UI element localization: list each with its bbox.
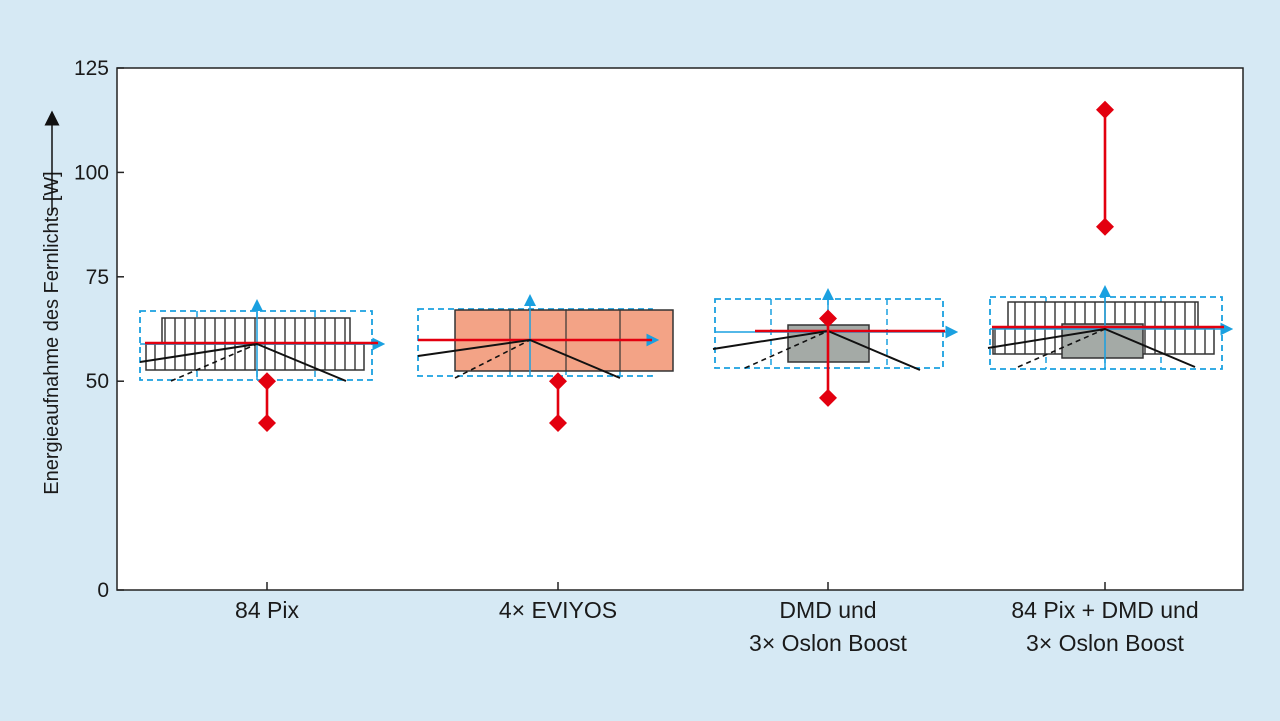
cutoff-dashed bbox=[170, 343, 258, 382]
cutoff-dashed bbox=[744, 330, 829, 369]
cutoff-dashed bbox=[1017, 328, 1106, 368]
y-tick-label: 125 bbox=[74, 57, 109, 80]
y-axis-title: Energieaufnahme des Fernlichts [W] bbox=[41, 171, 63, 495]
y-tick-label: 100 bbox=[74, 161, 109, 184]
data-point bbox=[1096, 217, 1114, 236]
x-tick-label: DMD und bbox=[779, 597, 876, 623]
pixel-array-top bbox=[161, 317, 351, 345]
data-point bbox=[819, 309, 837, 328]
dashed-grid-box bbox=[139, 310, 373, 381]
x-tick-label: 4× EVIYOS bbox=[499, 597, 617, 623]
y-axis: 0 50 75 100 125 bbox=[74, 57, 124, 602]
x-tick-label: 3× Oslon Boost bbox=[749, 630, 908, 656]
y-tick-label: 0 bbox=[97, 579, 109, 602]
data-point bbox=[549, 372, 567, 391]
data-point bbox=[549, 413, 567, 432]
x-tick-label: 3× Oslon Boost bbox=[1026, 630, 1185, 656]
data-point bbox=[258, 413, 276, 432]
x-tick-label: 84 Pix + DMD und bbox=[1011, 597, 1198, 623]
pixel-array-bottom bbox=[145, 343, 365, 371]
y-tick-label: 50 bbox=[86, 370, 109, 393]
data-point bbox=[1096, 100, 1114, 119]
data-marks bbox=[258, 100, 1114, 432]
x-tick-label: 84 Pix bbox=[235, 597, 299, 623]
data-point bbox=[819, 388, 837, 407]
x-axis: 84 Pix 4× EVIYOS DMD und 3× Oslon Boost 84 P… bbox=[235, 582, 1199, 656]
dashed-grid-box bbox=[989, 296, 1223, 370]
y-axis-title-group: Energieaufnahme des Fernlichts [W] bbox=[41, 110, 63, 495]
data-point bbox=[258, 372, 276, 391]
y-tick-label: 75 bbox=[86, 266, 109, 289]
